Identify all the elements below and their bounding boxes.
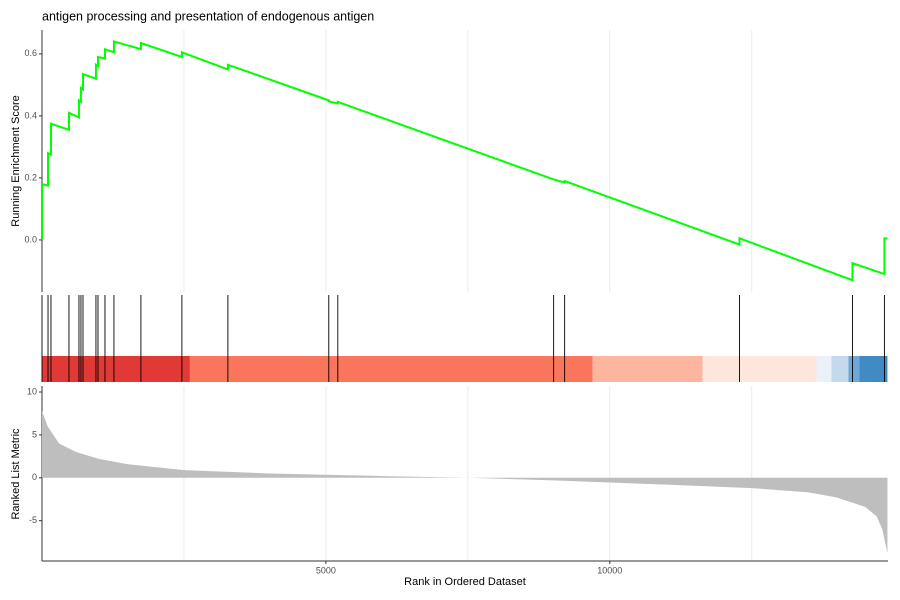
y-axis-label: Ranked List Metric bbox=[10, 428, 22, 520]
rank-band bbox=[816, 356, 832, 382]
rank-band bbox=[42, 356, 190, 382]
y-tick-label: 0.4 bbox=[24, 110, 37, 120]
enrichment-line bbox=[41, 40, 888, 282]
rank-band bbox=[848, 356, 860, 382]
x-tick-label: 10000 bbox=[597, 565, 622, 575]
y-tick-label: 0 bbox=[32, 472, 37, 482]
metric-area bbox=[42, 410, 888, 554]
y-tick-label: 0.0 bbox=[24, 234, 37, 244]
x-tick-label: 5000 bbox=[316, 565, 336, 575]
x-axis-label: Rank in Ordered Dataset bbox=[404, 576, 526, 588]
rank-band bbox=[702, 356, 817, 382]
rank-band bbox=[859, 356, 888, 382]
rank-band bbox=[189, 356, 593, 382]
y-tick-label: 0.2 bbox=[24, 172, 37, 182]
rank-band bbox=[831, 356, 849, 382]
y-tick-label: 10 bbox=[27, 386, 37, 396]
y-axis-label: Running Enrichment Score bbox=[10, 95, 22, 226]
y-tick-label: -5 bbox=[29, 515, 37, 525]
y-tick-label: 5 bbox=[32, 429, 37, 439]
y-tick-label: 0.6 bbox=[24, 48, 37, 58]
rank-band bbox=[592, 356, 703, 382]
chart-title: antigen processing and presentation of e… bbox=[42, 9, 374, 23]
